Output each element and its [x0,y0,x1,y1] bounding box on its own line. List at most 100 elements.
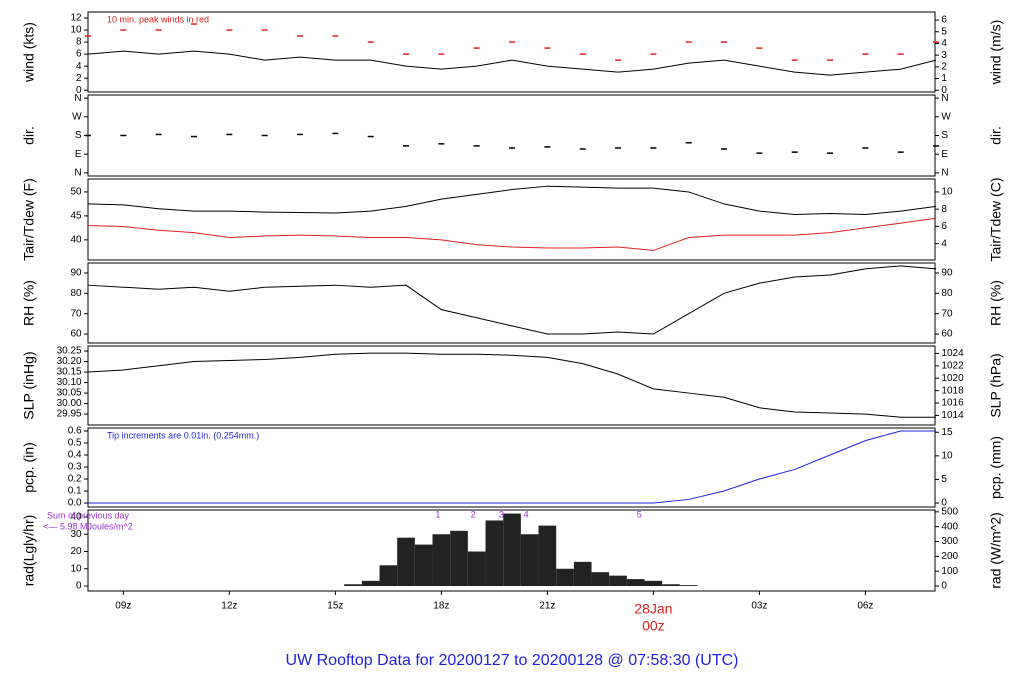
y-tick-label: 2 [76,73,82,84]
y-tick-label: 30.00 [57,398,82,409]
bar [662,584,680,586]
y-tick-label: 6 [941,15,947,26]
bar [467,551,486,586]
y-tick-label: S [75,130,82,141]
y-tick-label: 60 [70,329,82,340]
y-axis-label: SLP (inHg) [21,351,37,419]
y-tick-label: 5 [941,26,947,37]
y2-axis-label: dir. [988,126,1004,145]
x-tick-label: 15z [327,601,343,612]
y-tick-label: 0.2 [68,474,82,485]
y-tick-label: 30 [70,529,82,540]
y-tick-label: 15 [941,427,953,438]
y-tick-label: 100 [941,566,958,577]
bar [379,565,398,586]
date-label: 28Jan [634,601,672,617]
y-tick-label: 0 [941,85,947,96]
y-tick-label: 0.1 [68,486,82,497]
y-tick-label: 0.6 [68,426,82,437]
bar [573,561,592,586]
y-tick-label: 1022 [941,360,964,371]
y-axis-label: wind (kts) [21,22,37,83]
y-tick-label: 10 [70,25,82,36]
y-tick-label: 50 [70,187,82,198]
y-tick-label: 1020 [941,373,964,384]
x-tick-label: 03z [751,601,767,612]
y-axis-label: dir. [21,126,37,145]
y-tick-label: 30.05 [57,388,82,399]
y-tick-label: 45 [70,211,82,222]
y-tick-label: 4 [941,238,947,249]
y-tick-label: 10 [70,563,82,574]
chart-title: UW Rooftop Data for 20200127 to 20200128… [286,652,739,669]
y-axis-label: Tair/Tdew (F) [21,178,37,260]
y-tick-label: 0 [941,581,947,592]
bar [591,572,610,586]
panel-frame [87,509,936,592]
y-tick-label: 0.3 [68,462,82,473]
y-tick-label: 1024 [941,348,964,359]
y2-axis-label: wind (m/s) [988,20,1004,86]
y-tick-label: 40 [70,235,82,246]
y-tick-label: 5 [941,474,947,485]
y-tick-label: 0.4 [68,450,82,461]
y-tick-label: 70 [70,308,82,319]
series-line [87,352,937,418]
bar [361,580,380,586]
bar [556,568,574,586]
y-tick-label: 29.95 [57,409,82,420]
x-tick-label: 06z [857,601,873,612]
y-tick-label: N [941,168,948,179]
bar [414,544,433,586]
bar [344,584,362,586]
y-tick-label: N [74,93,81,104]
y-tick-label: 30.15 [57,367,82,378]
series-line [87,185,937,215]
bar [626,579,645,586]
y-tick-label: 400 [941,521,958,532]
marker-label: 4 [524,509,529,519]
x-tick-label: 09z [115,601,131,612]
annotation: 10 min. peak winds in red [107,14,209,24]
y2-axis-label: rad (W/m^2) [988,512,1004,589]
y2-axis-label: Tair/Tdew (C) [988,177,1004,261]
y-tick-label: 2 [941,61,947,72]
y-tick-label: 4 [76,61,82,72]
y-tick-label: 4 [941,38,947,49]
y-tick-label: 60 [941,329,953,340]
y2-axis-label: SLP (hPa) [988,353,1004,417]
y-tick-label: 300 [941,536,958,547]
series-line [88,430,937,504]
panel-frame [87,178,936,261]
y-tick-label: 30.10 [57,377,82,388]
y-tick-label: 8 [941,204,947,215]
x-tick-label: 12z [221,601,237,612]
marker-label: 1 [435,509,440,519]
y-tick-label: 90 [941,268,953,279]
y-tick-label: 3 [941,50,947,61]
y-tick-label: 70 [941,308,953,319]
x-tick-label: 00z [642,618,665,634]
y-tick-label: 1014 [941,410,964,421]
y-tick-label: S [941,130,948,141]
y-tick-label: 500 [941,506,958,517]
y-tick-label: 40 [70,512,82,523]
y-tick-label: 30.20 [57,356,82,367]
bar [503,513,521,586]
y-tick-label: W [72,111,82,122]
y2-axis-label: pcp. (mm) [988,436,1004,499]
y-tick-label: 10 [941,450,953,461]
y-tick-label: E [75,149,82,160]
bar [520,534,539,586]
y-axis-label: RH (%) [21,280,37,326]
y-tick-label: 1016 [941,398,964,409]
y-tick-label: 30.25 [57,346,82,357]
x-tick-label: 18z [433,601,449,612]
bar [679,585,698,586]
y-tick-label: 0 [76,581,82,592]
y-tick-label: 0.5 [68,438,82,449]
y-tick-label: 1 [941,73,947,84]
bar [450,530,468,586]
